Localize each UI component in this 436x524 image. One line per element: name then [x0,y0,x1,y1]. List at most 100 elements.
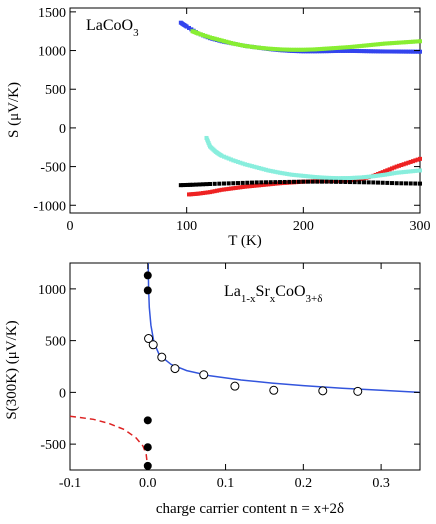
data-point [320,49,324,54]
data-point [394,49,399,54]
data-point [238,42,243,47]
data-point [345,178,350,183]
data-point [355,49,359,54]
data-point [183,182,188,187]
data-point [390,171,394,176]
y-axis-label-top: S (μV/K) [6,82,22,138]
data-point [294,180,299,185]
data-point [287,47,292,52]
data-point [289,172,294,177]
data-point [331,178,336,183]
data-point [247,163,252,168]
data-point [357,44,362,49]
data-point [196,31,201,36]
data-point [231,186,236,191]
data-point [292,179,296,184]
data-point [198,191,203,196]
data-point [334,179,338,184]
data-point [338,45,343,50]
data-point [355,44,359,49]
data-point [264,167,268,172]
open-data-point [157,352,167,362]
data-point [348,45,352,50]
data-point [380,180,385,185]
data-point [404,161,408,166]
data-point [188,182,193,187]
data-point [324,179,329,184]
data-point [343,179,348,184]
data-point [292,47,296,52]
data-point [201,33,205,38]
x-tick-label: 0.3 [372,476,390,491]
series [178,179,422,188]
data-point [205,34,210,39]
data-point [408,49,413,54]
data-point [408,159,413,164]
data-point [336,176,341,181]
data-point [383,172,387,177]
data-point [254,45,259,50]
data-point [399,181,404,186]
data-point [264,180,268,185]
data-point [208,181,212,186]
data-point [240,161,245,166]
data-point [313,175,317,180]
data-point [224,155,229,160]
data-point [401,170,406,175]
data-point [350,48,355,53]
data-point [236,181,240,186]
data-point [355,175,359,180]
data-point [285,171,289,176]
data-point [401,40,406,45]
data-point [369,174,373,179]
data-point [254,183,259,188]
data-point [320,46,324,51]
x-tick-label: 0 [67,219,74,234]
plot-frame-bottom [69,262,421,471]
data-point [236,159,240,164]
filled-data-point [143,416,152,425]
y-tick-label: -1000 [33,199,66,214]
data-point [390,181,394,186]
data-point [336,178,341,183]
data-point [190,182,195,187]
data-point [390,41,394,46]
data-point [271,169,275,174]
data-point [229,40,233,45]
data-point [261,167,266,172]
data-point [343,176,348,181]
data-point [285,180,289,185]
data-point [348,48,352,53]
data-point [257,183,261,188]
y-tick-label: 500 [45,83,66,98]
open-data-point [269,385,279,395]
data-point [415,168,420,173]
data-point [369,49,373,54]
data-point [181,183,186,188]
data-point [243,43,247,48]
data-point [308,179,313,184]
data-point [378,49,383,54]
data-point [413,168,418,173]
data-point [383,49,387,54]
data-point [406,49,411,54]
x-tick-label: 0.0 [139,476,157,491]
data-point [385,168,390,173]
data-point [278,47,282,52]
data-point [306,179,310,184]
data-point [345,48,350,53]
data-point [252,45,257,50]
data-point [415,39,420,44]
data-point [271,181,275,186]
data-point [247,184,252,189]
x-tick-label: -0.1 [59,476,81,491]
data-point [261,182,266,187]
data-point [273,180,278,185]
data-point [394,40,399,45]
data-point [240,185,245,190]
data-point [406,40,411,45]
data-point [392,165,397,170]
data-point [399,170,404,175]
y-axis-label-bottom: S(300K) (μV/K) [4,320,20,419]
series [190,29,422,52]
